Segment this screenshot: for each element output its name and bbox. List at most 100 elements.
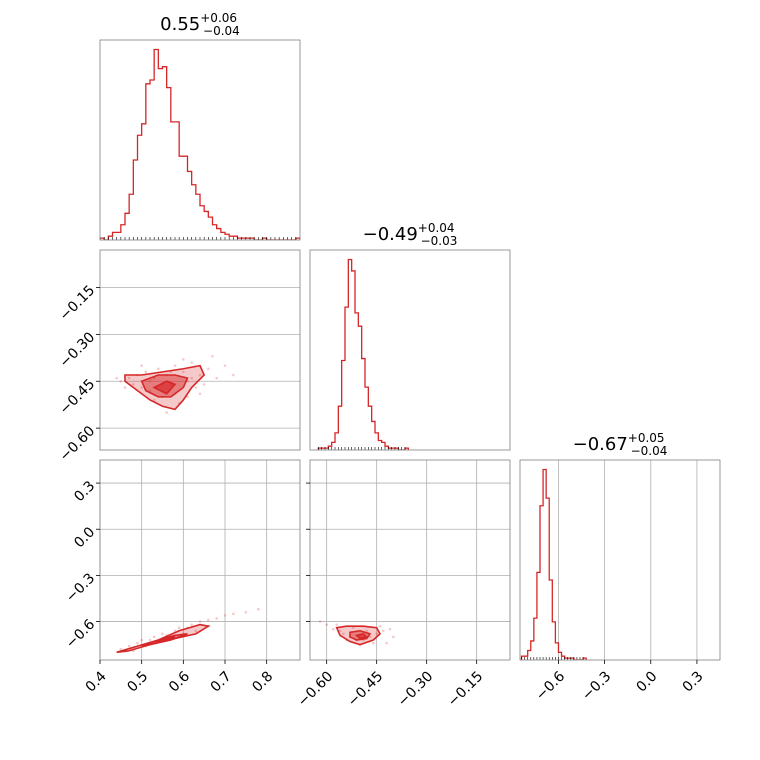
scatter-point	[148, 389, 152, 392]
x-tick-label: 0.3	[680, 668, 707, 695]
plot-area	[520, 468, 587, 660]
panel-scatter-1-0: −0.60 −0.45 −0.30 −0.15	[57, 249, 301, 465]
panel-frame	[309, 249, 511, 451]
title-minus: −0.04	[631, 444, 668, 458]
scatter-point	[232, 373, 235, 377]
y-tick-label: −0.3	[63, 570, 98, 605]
title-minus: −0.04	[203, 24, 240, 38]
scatter-point	[352, 626, 355, 629]
scatter-point	[140, 386, 143, 389]
scatter-point	[148, 379, 152, 383]
scatter-point	[177, 626, 181, 629]
plot-area	[317, 258, 409, 450]
contour-level-3	[355, 632, 369, 640]
title-value: 0.55	[160, 14, 200, 35]
scatter-point	[152, 635, 156, 639]
scatter-point	[325, 623, 328, 626]
scatter-point	[215, 617, 218, 620]
histogram-step	[100, 48, 300, 240]
scatter-point	[198, 373, 202, 377]
title-plus: +0.06	[200, 11, 237, 25]
scatter-point	[223, 364, 227, 367]
panel-frame	[99, 39, 301, 241]
y-tick-label: 0.3	[71, 478, 98, 505]
scatter-point	[127, 644, 131, 648]
scatter-point	[157, 367, 160, 371]
scatter-point	[365, 629, 368, 633]
x-tick-label: −0.60	[295, 668, 337, 710]
scatter-point	[136, 641, 139, 645]
panel-hist-1	[309, 249, 511, 451]
scatter-point	[161, 632, 164, 636]
x-tick-label: −0.6	[533, 668, 568, 703]
scatter-point	[132, 383, 135, 386]
scatter-point	[119, 379, 123, 383]
x-tick-label: −0.15	[445, 668, 487, 710]
scatter-point	[342, 632, 345, 636]
x-tick-label: 0.8	[249, 668, 276, 695]
panel-scatter-2-0: 0.4 0.5 0.6 0.7 0.8 −0.6 −0.3 0.0 0.3	[63, 459, 301, 696]
panel-frame	[99, 459, 301, 661]
y-tick-label: −0.15	[57, 282, 99, 324]
scatter-point	[194, 386, 198, 389]
scatter-point	[392, 635, 395, 639]
x-tick-label: −0.30	[395, 668, 437, 710]
title-plus: +0.04	[418, 221, 455, 235]
panel-frame	[519, 459, 721, 661]
panel-scatter-2-1: −0.60 −0.45 −0.30 −0.15	[295, 459, 511, 710]
x-tick-label: 0.7	[208, 668, 235, 695]
scatter-point	[382, 629, 385, 633]
scatter-point	[119, 647, 123, 651]
scatter-point	[182, 358, 185, 361]
x-tick-label: 0.5	[124, 668, 151, 695]
scatter-point	[182, 370, 185, 374]
scatter-point	[190, 376, 193, 380]
scatter-point	[223, 614, 227, 617]
scatter-point	[165, 411, 168, 414]
plot-area	[115, 354, 235, 414]
y-tick-label: −0.6	[63, 616, 98, 651]
scatter-point	[318, 620, 322, 623]
panel-title: −0.67+0.05 −0.04	[573, 431, 668, 458]
scatter-point	[140, 638, 143, 642]
title-value: −0.49	[363, 224, 418, 245]
panel-title: −0.49+0.04 −0.03	[363, 221, 458, 248]
scatter-point	[198, 620, 202, 623]
scatter-point	[385, 641, 388, 645]
title-plus: +0.05	[628, 431, 665, 445]
y-tick-label: −0.30	[57, 329, 99, 371]
scatter-point	[144, 370, 148, 374]
scatter-point	[372, 641, 375, 645]
y-tick-label: 0.0	[71, 524, 98, 551]
scatter-point	[173, 629, 177, 633]
scatter-point	[190, 361, 193, 364]
scatter-point	[207, 618, 210, 622]
plot-area	[116, 607, 260, 654]
scatter-point	[338, 629, 342, 633]
scatter-point	[388, 627, 392, 631]
scatter-point	[232, 612, 235, 616]
scatter-point	[194, 629, 198, 633]
scatter-point	[332, 627, 335, 631]
y-tick-label: −0.60	[57, 423, 99, 465]
scatter-point	[257, 607, 260, 611]
scatter-point	[140, 364, 143, 367]
scatter-point	[190, 623, 193, 626]
panel-hist-0	[99, 39, 301, 241]
panel-frame	[99, 249, 301, 451]
scatter-point	[378, 624, 382, 628]
x-tick-label: 0.6	[166, 668, 193, 695]
title-minus: −0.03	[421, 234, 458, 248]
contour-level-3	[152, 380, 177, 395]
histogram-step	[520, 468, 587, 660]
scatter-point	[368, 635, 372, 639]
panel-frame	[309, 459, 511, 661]
scatter-point	[375, 632, 378, 636]
scatter-point	[186, 395, 189, 399]
x-tick-label: 0.0	[633, 668, 660, 695]
x-tick-label: −0.45	[345, 668, 387, 710]
histogram-step	[317, 258, 409, 450]
scatter-point	[211, 354, 214, 358]
title-value: −0.67	[573, 434, 628, 455]
scatter-point	[115, 376, 118, 380]
